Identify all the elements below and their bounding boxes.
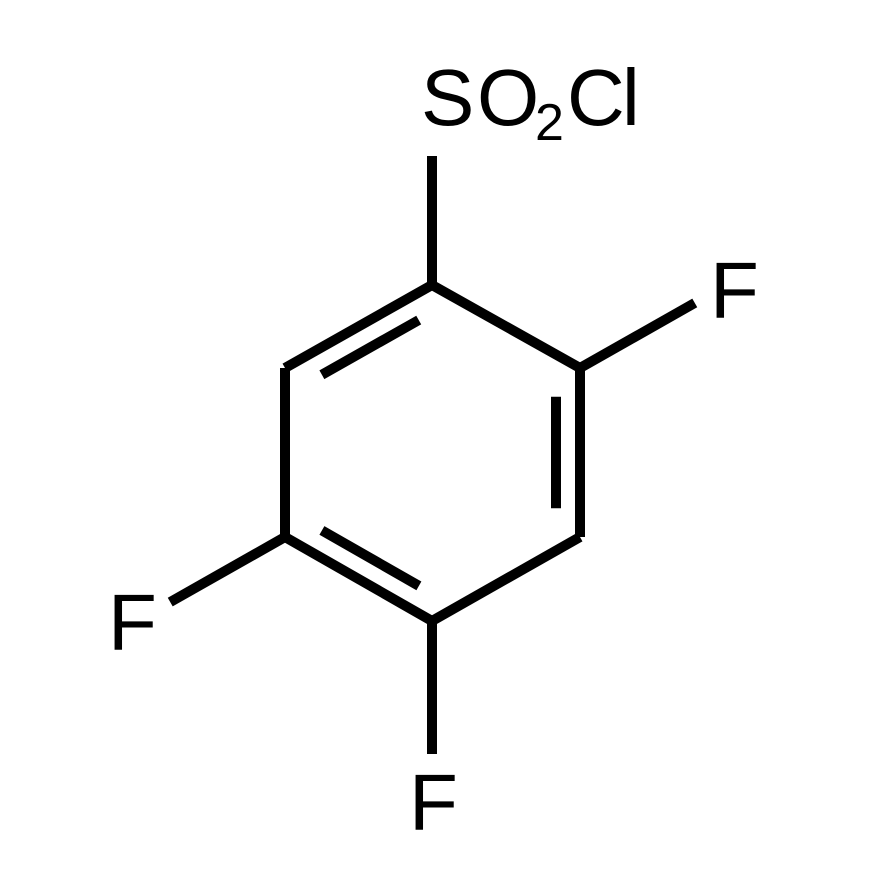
atom-label: S xyxy=(421,53,474,142)
bond xyxy=(580,303,695,368)
atom-label: F xyxy=(108,578,157,667)
bond xyxy=(322,530,419,585)
atom-label: O xyxy=(477,53,539,142)
bond xyxy=(170,537,285,602)
atom-label: l xyxy=(622,53,640,142)
bond xyxy=(432,537,580,621)
atom-label: F xyxy=(710,246,759,335)
bond xyxy=(322,320,419,375)
atom-label: C xyxy=(567,53,625,142)
molecule-diagram: SO2Cl F F F xyxy=(0,0,890,890)
bond xyxy=(432,285,580,368)
atom-label: F xyxy=(409,758,458,847)
atom-label: 2 xyxy=(535,94,564,152)
